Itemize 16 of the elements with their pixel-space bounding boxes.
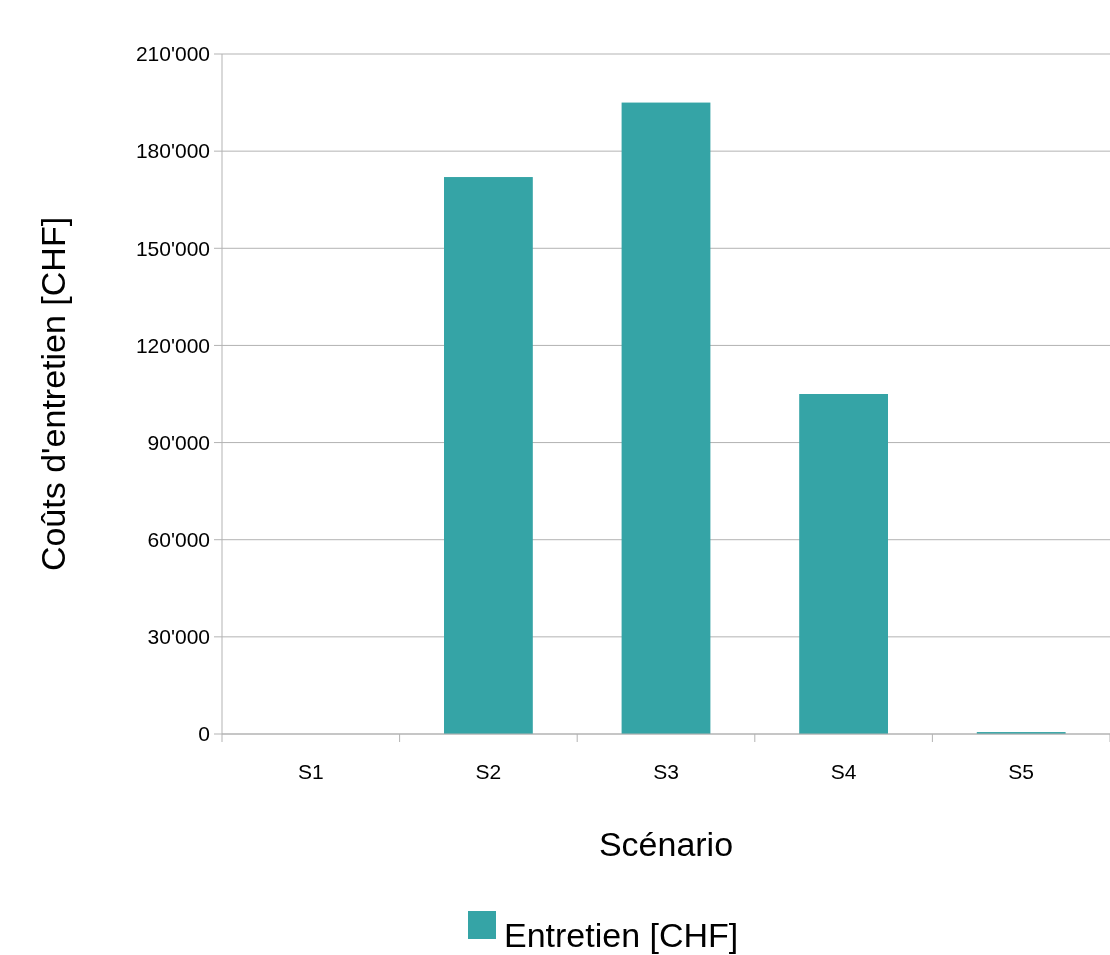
y-tick-label: 210'000 (135, 42, 210, 66)
legend-label: Entretien [CHF] (504, 915, 739, 954)
x-tick-label: S4 (830, 760, 857, 783)
x-tick-label: S1 (297, 760, 324, 783)
y-tick-label: 0 (198, 722, 210, 746)
x-tick-label: S3 (653, 760, 679, 783)
y-tick-label: 30'000 (147, 625, 210, 649)
y-axis-title: Coûts d'entretien [CHF] (34, 216, 72, 572)
x-tick-label: S5 (1008, 760, 1035, 783)
y-tick-label: 120'000 (135, 333, 210, 357)
y-tick-label: 60'000 (147, 528, 210, 552)
y-tick-label: 150'000 (135, 236, 210, 260)
x-axis-title: Scénario (598, 825, 734, 863)
y-tick-label: 90'000 (147, 430, 210, 454)
y-tick-label: 180'000 (135, 139, 210, 163)
x-tick-label: S2 (475, 760, 502, 783)
